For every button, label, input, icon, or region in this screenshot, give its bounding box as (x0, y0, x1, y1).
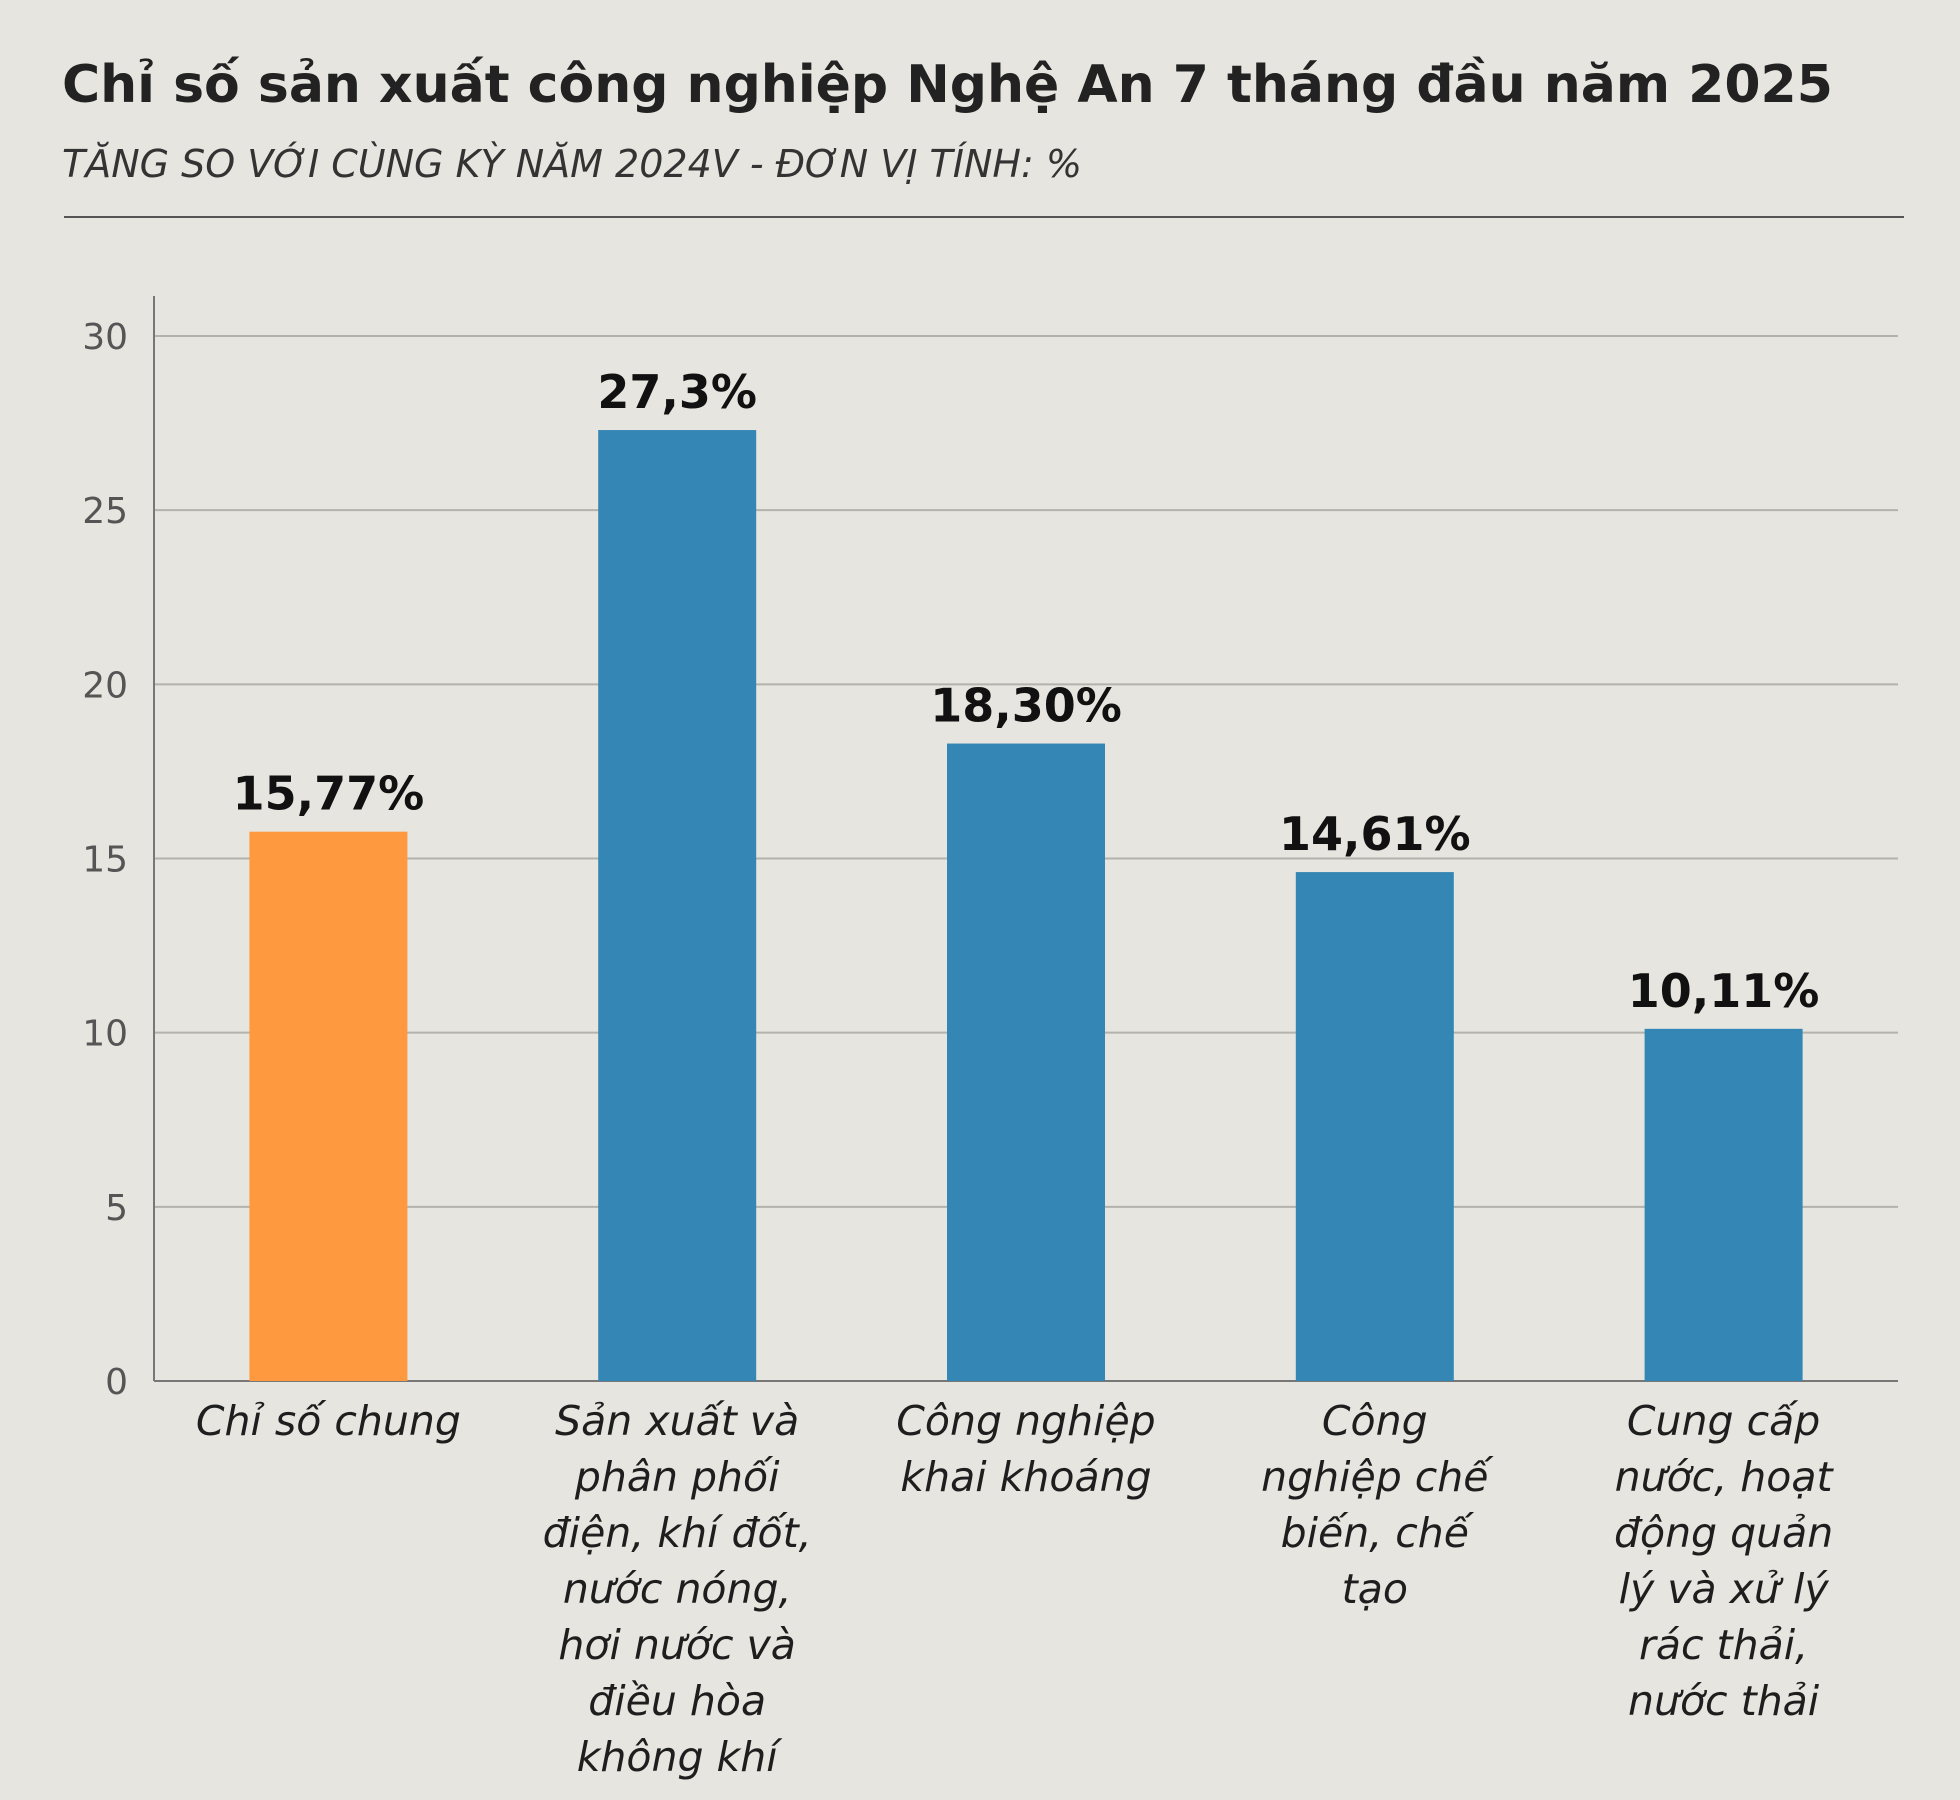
x-category-label-line: phân phối (574, 1453, 780, 1501)
x-category-label-line: Công (1321, 1397, 1428, 1445)
data-label: 27,3% (597, 365, 757, 419)
x-category-label-line: hơi nước và (558, 1621, 796, 1669)
x-category-label-line: động quản (1613, 1509, 1834, 1557)
x-category-label-line: nước nóng, (562, 1565, 792, 1613)
x-category-label: Cung cấp nước, hoạt động quản lý và xử lý rá… (1574, 1393, 1874, 1729)
chart-subtitle: TĂNG SO VỚI CÙNG KỲ NĂM 2024V - ĐƠN VỊ T… (62, 142, 1082, 186)
bar (1295, 872, 1454, 1381)
y-tick-label: 25 (82, 491, 128, 532)
y-tick-label: 20 (82, 665, 128, 706)
bar (249, 831, 408, 1381)
x-category-label-line: nghiệp chế (1261, 1453, 1489, 1501)
x-category-label: Chỉ số chung (178, 1393, 478, 1449)
y-tick-label: 15 (82, 840, 128, 881)
x-category-label-line: không khí (576, 1733, 778, 1781)
data-label: 14,61% (1279, 807, 1471, 861)
y-tick-label: 30 (82, 317, 128, 358)
x-category-label: Công nghiệp chế biến, chế tạo (1225, 1393, 1525, 1617)
y-tick-label: 0 (105, 1362, 128, 1403)
chart-title: Chỉ số sản xuất công nghiệp Nghệ An 7 th… (62, 55, 1833, 115)
bar (947, 743, 1105, 1381)
data-label: 10,11% (1628, 964, 1820, 1018)
data-label: 18,30% (930, 679, 1122, 733)
x-category-label-line: tạo (1341, 1565, 1408, 1613)
x-category-label-line: lý và xử lý (1618, 1565, 1829, 1613)
x-category-label-line: biến, chế (1280, 1509, 1470, 1557)
x-category-label-line: Công nghiệp (896, 1397, 1156, 1445)
chart-header: Chỉ số sản xuất công nghiệp Nghệ An 7 th… (62, 40, 1907, 194)
x-category-label-line: nước, hoạt (1614, 1453, 1833, 1501)
x-category-label-line: điều hòa (588, 1677, 767, 1725)
x-category-label-line: nước thải (1627, 1677, 1820, 1725)
data-label: 15,77% (233, 767, 425, 821)
x-category-label-line: Sản xuất và (555, 1397, 800, 1445)
y-tick-label: 10 (82, 1014, 128, 1055)
bar (598, 430, 757, 1381)
bar (1644, 1028, 1803, 1381)
x-category-label-line: Cung cấp (1626, 1397, 1821, 1445)
x-category-label-line: điện, khí đốt, (542, 1509, 812, 1557)
x-category-label-line: khai khoáng (900, 1453, 1152, 1501)
x-category-label: Sản xuất và phân phối điện, khí đốt, nước n… (527, 1393, 827, 1785)
y-tick-label: 5 (105, 1188, 128, 1229)
x-category-label: Công nghiệp khai khoáng (876, 1393, 1176, 1505)
x-category-label-line: Chỉ số chung (195, 1397, 461, 1445)
x-category-label-line: rác thải, (1639, 1621, 1809, 1669)
header-divider (64, 216, 1904, 218)
